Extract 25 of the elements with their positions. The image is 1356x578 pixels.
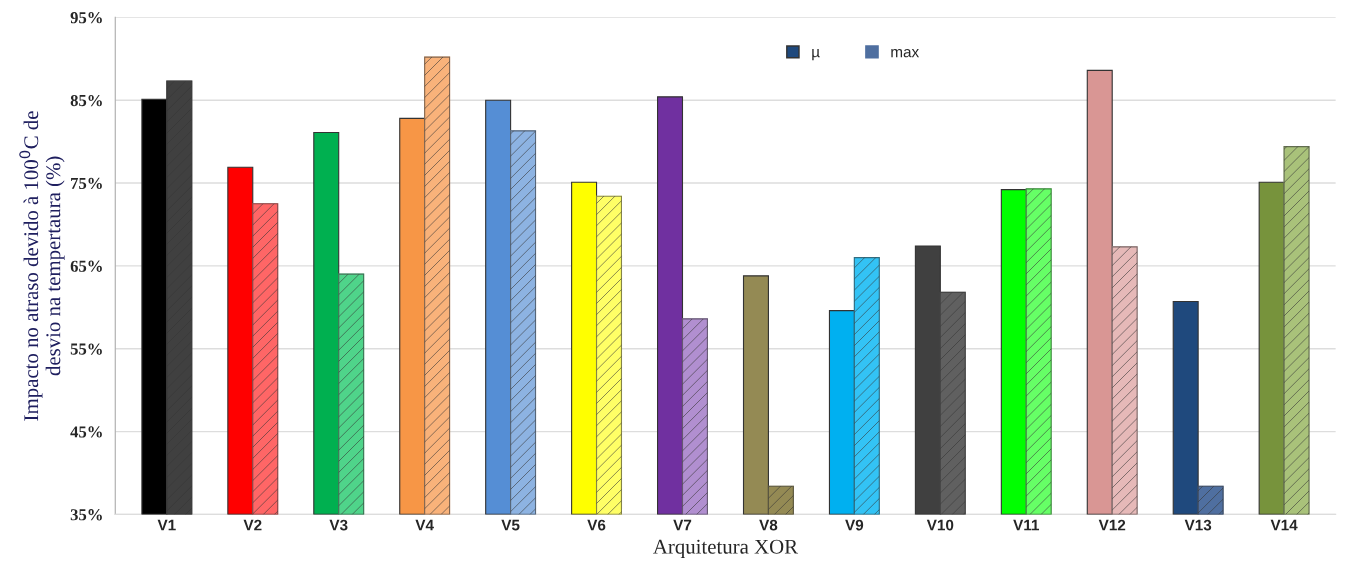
- y-tick-label: 95%: [70, 12, 102, 24]
- x-axis-title: Arquitetura XOR: [653, 539, 799, 558]
- y-tick-label: 35%: [70, 509, 102, 521]
- x-tick-label: V9: [845, 519, 864, 531]
- y-tick-label: 55%: [70, 343, 102, 355]
- legend-label: µ: [812, 49, 820, 61]
- x-tick-label: V2: [243, 519, 262, 531]
- x-tick-label: V11: [1013, 519, 1040, 531]
- x-tick-label: V13: [1184, 519, 1212, 531]
- x-tick-label: V8: [759, 519, 778, 531]
- legend-label: max: [891, 48, 920, 58]
- y-tick-label: 75%: [71, 177, 102, 190]
- y-tick-label: 45%: [70, 426, 102, 438]
- x-tick-label: V10: [926, 519, 954, 531]
- x-tick-label: V6: [587, 519, 606, 531]
- x-tick-label: V5: [501, 519, 520, 531]
- y-axis-title: Impacto no atraso devido à 100$^{0}$C de desvio na tempertaura (%): [19, 111, 65, 421]
- y-tick-label: 65%: [70, 260, 102, 272]
- x-tick-label: V7: [673, 519, 692, 531]
- y-tick-label: 85%: [70, 94, 102, 107]
- x-tick-label: V1: [157, 519, 176, 531]
- x-tick-label: V4: [415, 519, 434, 531]
- x-tick-label: V12: [1098, 519, 1126, 531]
- x-tick-label: V14: [1270, 519, 1298, 531]
- x-tick-label: V3: [329, 519, 348, 531]
